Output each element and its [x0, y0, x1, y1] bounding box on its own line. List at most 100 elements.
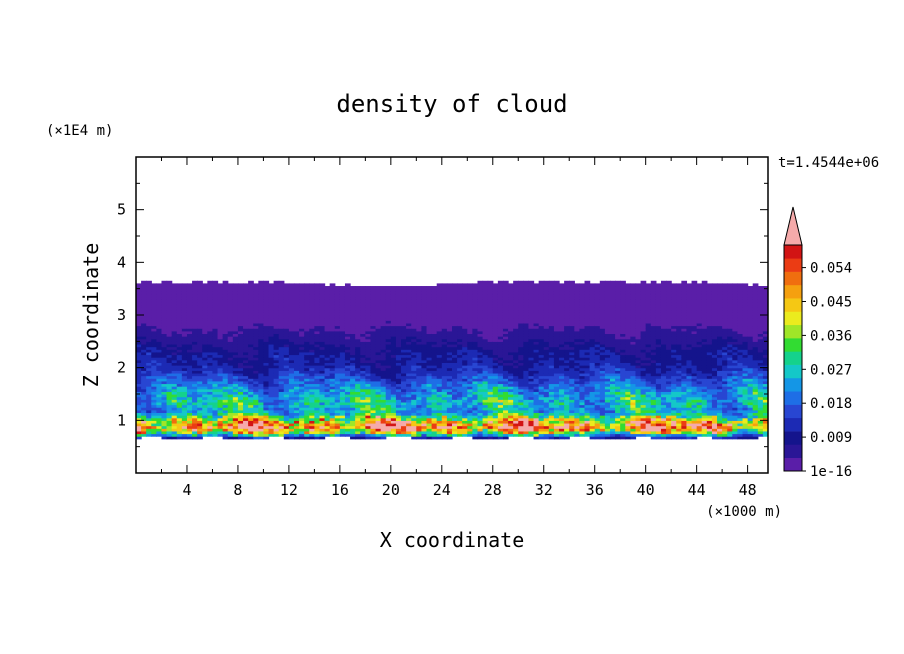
density-cell [232, 293, 239, 298]
density-cell [278, 415, 285, 419]
density-cell [299, 325, 305, 329]
density-cell [472, 394, 479, 398]
density-cell [446, 388, 453, 392]
density-cell [370, 312, 377, 316]
density-cell [502, 391, 509, 395]
density-cell [324, 394, 331, 398]
density-cell [375, 394, 382, 398]
density-cell [467, 325, 473, 329]
density-cell [360, 428, 366, 432]
density-cell [181, 283, 188, 287]
density-cell [192, 307, 198, 311]
density-cell [390, 394, 397, 398]
density-cell [502, 370, 509, 374]
density-cell [263, 333, 270, 337]
density-cell [564, 404, 570, 408]
density-cell [243, 301, 249, 306]
density-cell [146, 404, 152, 408]
density-cell [559, 328, 565, 332]
density-cell [385, 301, 392, 306]
density-cell [186, 378, 193, 382]
density-cell [411, 365, 417, 369]
density-cell [548, 433, 555, 437]
density-cell [477, 333, 484, 337]
density-cell [513, 357, 519, 361]
density-cell [467, 425, 473, 429]
density-cell [176, 375, 183, 379]
density-cell [151, 299, 157, 303]
density-cell [207, 409, 214, 414]
density-cell [416, 372, 423, 377]
density-cell [339, 320, 346, 324]
density-cell [146, 286, 152, 290]
density-cell [477, 378, 484, 382]
density-cell [299, 328, 305, 332]
density-cell [380, 407, 387, 411]
density-cell [268, 346, 275, 350]
density-cell [314, 299, 321, 303]
density-cell [355, 430, 361, 435]
density-cell [268, 351, 275, 356]
density-cell [411, 415, 417, 419]
density-cell [411, 322, 417, 327]
density-cell [365, 422, 372, 427]
density-cell [350, 425, 356, 429]
density-cell [248, 349, 254, 353]
density-cell [350, 401, 356, 406]
density-cell [528, 417, 535, 421]
density-cell [543, 404, 550, 408]
density-cell [146, 394, 152, 398]
density-cell [441, 304, 448, 308]
density-cell [553, 343, 560, 348]
density-cell [227, 425, 234, 429]
density-cell [222, 436, 229, 440]
density-cell [401, 336, 407, 340]
density-cell [441, 343, 448, 348]
density-cell [207, 422, 214, 427]
density-cell [283, 341, 290, 345]
density-cell [151, 370, 157, 374]
density-cell [492, 296, 499, 300]
density-cell [156, 354, 163, 358]
density-cell [243, 375, 249, 379]
density-cell [146, 425, 152, 429]
density-cell [553, 428, 560, 432]
density-cell [518, 312, 524, 316]
density-cell [543, 336, 550, 340]
density-cell [171, 317, 178, 321]
density-cell [304, 336, 310, 340]
density-cell [227, 343, 234, 348]
density-cell [319, 296, 326, 300]
density-cell [232, 317, 239, 321]
density-cell [426, 349, 433, 353]
density-cell [186, 407, 193, 411]
density-cell [513, 317, 519, 321]
density-cell [375, 328, 382, 332]
density-cell [360, 341, 366, 345]
density-cell [319, 420, 326, 424]
density-cell [176, 430, 183, 435]
density-cell [452, 388, 458, 392]
density-cell [543, 430, 550, 435]
density-cell [564, 420, 570, 424]
density-cell [294, 312, 300, 316]
density-cell [232, 401, 239, 406]
density-cell [176, 396, 183, 400]
density-cell [258, 343, 265, 348]
density-cell [288, 307, 295, 311]
density-cell [151, 338, 157, 342]
density-cell [406, 378, 412, 382]
density-cell [528, 386, 535, 390]
density-cell [355, 362, 361, 366]
density-cell [559, 396, 565, 400]
density-cell [217, 428, 224, 432]
density-cell [518, 291, 524, 295]
density-cell [329, 351, 336, 356]
density-cell [492, 422, 499, 427]
density-cell [355, 412, 361, 416]
density-cell [457, 283, 463, 287]
density-cell [319, 422, 326, 427]
density-cell [283, 320, 290, 324]
density-cell [314, 394, 321, 398]
density-cell [151, 430, 157, 435]
